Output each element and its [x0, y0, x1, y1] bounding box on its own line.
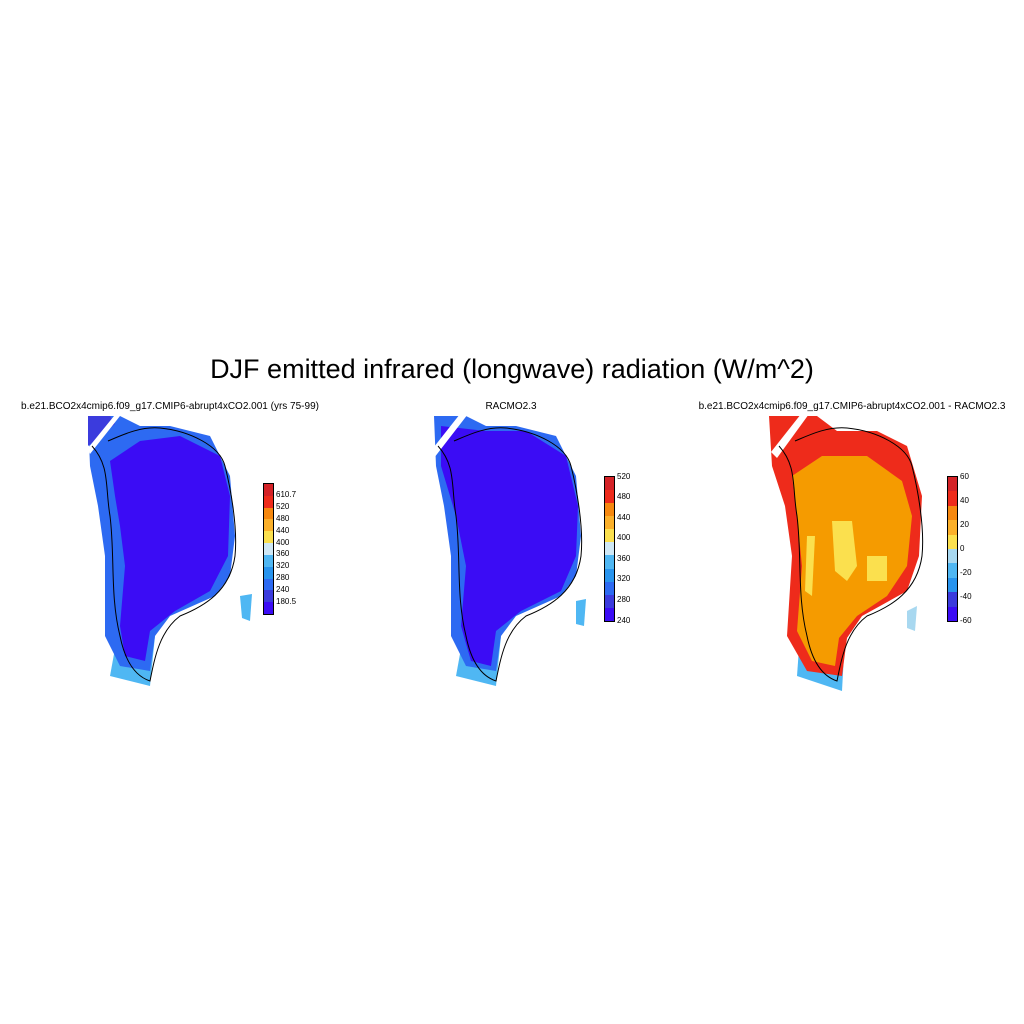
colorbar-label: 40 — [960, 495, 969, 505]
colorbar-label: 440 — [276, 525, 290, 535]
colorbar-segment — [605, 490, 614, 504]
colorbar-segment — [264, 590, 273, 603]
colorbar-segment — [264, 554, 273, 567]
greenland-map — [88, 416, 252, 686]
colorbar-segment — [264, 531, 273, 544]
sea-gap — [88, 416, 120, 454]
map-margin-fill — [832, 521, 857, 581]
colorbar-label: -40 — [960, 591, 972, 601]
island-fill — [240, 594, 252, 621]
colorbar-label: -20 — [960, 567, 972, 577]
colorbar-label: 320 — [617, 574, 631, 584]
map-margin-fill — [805, 536, 815, 596]
colorbar-segment — [605, 594, 614, 608]
colorbar-segment — [264, 484, 273, 496]
map-interior-fill — [110, 436, 230, 661]
colorbar-label: 0 — [960, 543, 965, 553]
colorbar-label: -60 — [960, 615, 972, 625]
colorbar-segment — [948, 491, 957, 506]
colorbar-label: 320 — [276, 561, 290, 571]
colorbar-segment — [605, 516, 614, 530]
colorbar-label: 240 — [276, 584, 290, 594]
colorbar-segment — [605, 477, 614, 491]
greenland-map — [430, 414, 586, 686]
colorbar-segment — [264, 519, 273, 532]
colorbar-segment — [948, 548, 957, 564]
figure-title: DJF emitted infrared (longwave) radiatio… — [210, 354, 814, 384]
colorbar-label: 360 — [617, 553, 631, 563]
colorbar-label: 520 — [617, 471, 631, 481]
colorbar-segment — [948, 606, 957, 621]
colorbar-segment — [264, 602, 273, 614]
colorbar-segment — [948, 477, 957, 492]
colorbar-segment — [948, 520, 957, 535]
colorbar-segment — [605, 503, 614, 517]
panel-difference: b.e21.BCO2x4cmip6.f09_g17.CMIP6-abrupt4x… — [682, 398, 1022, 698]
colorbar-segment — [605, 568, 614, 582]
map-interior-fill — [441, 426, 578, 666]
colorbar-segment — [605, 542, 614, 556]
colorbar-label: 360 — [276, 549, 290, 559]
colorbar-segment — [605, 529, 614, 543]
colorbar-label: 240 — [617, 615, 631, 625]
colorbar — [263, 483, 274, 615]
colorbar-segment — [264, 507, 273, 520]
colorbar-label: 520 — [276, 502, 290, 512]
colorbar-segment — [948, 534, 957, 549]
panel-reference: RACMO2.3 240 280 320 360 400 440 480 520 — [341, 398, 681, 698]
colorbar-segment — [264, 543, 273, 555]
panel-title: b.e21.BCO2x4cmip6.f09_g17.CMIP6-abrupt4x… — [698, 401, 1006, 412]
colorbar-segment — [264, 566, 273, 579]
colorbar-label: 400 — [276, 537, 290, 547]
colorbar-label: 480 — [276, 513, 290, 523]
colorbar — [947, 476, 958, 622]
colorbar-segment — [264, 578, 273, 591]
island-fill — [576, 599, 586, 626]
colorbar-label: 480 — [617, 492, 631, 502]
colorbar-label: 440 — [617, 512, 631, 522]
colorbar-segment — [605, 555, 614, 569]
colorbar-segment — [948, 577, 957, 593]
colorbar-label: 610.7 — [276, 490, 297, 500]
colorbar-segment — [948, 505, 957, 521]
coastline-path — [778, 427, 924, 682]
coastline-path — [437, 427, 583, 682]
colorbar-label: 180.5 — [276, 596, 297, 606]
colorbar-label: 60 — [960, 471, 969, 481]
colorbar-label: 280 — [617, 594, 631, 604]
colorbar-segment — [264, 495, 273, 508]
colorbar-segment — [605, 607, 614, 621]
coastline-path — [91, 427, 237, 682]
panel-model: b.e21.BCO2x4cmip6.f09_g17.CMIP6-abrupt4x… — [0, 398, 340, 698]
colorbar-segment — [948, 592, 957, 607]
island-fill — [907, 606, 917, 631]
greenland-map — [769, 414, 924, 691]
panel-title: RACMO2.3 — [485, 401, 537, 412]
colorbar-label: 280 — [276, 573, 290, 583]
colorbar — [604, 476, 615, 622]
panel-title: b.e21.BCO2x4cmip6.f09_g17.CMIP6-abrupt4x… — [21, 401, 319, 412]
map-margin-fill — [867, 556, 887, 581]
colorbar-segment — [948, 563, 957, 578]
colorbar-label: 400 — [617, 533, 631, 543]
colorbar-label: 20 — [960, 519, 969, 529]
colorbar-segment — [605, 581, 614, 595]
